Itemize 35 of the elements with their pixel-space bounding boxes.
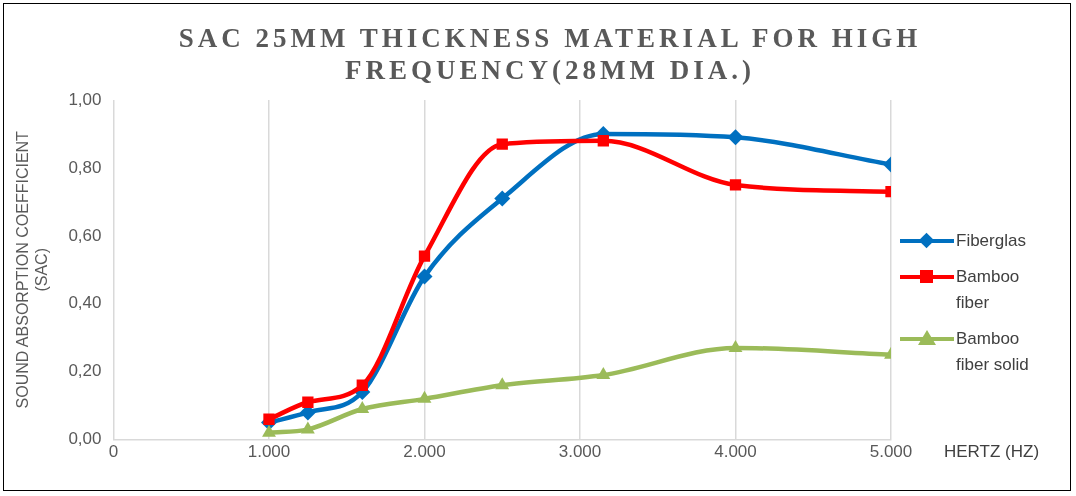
point [355,401,370,414]
chart-title: SAC 25MM THICKNESS MATERIAL FOR HIGH FREQUENCY(28MM DIA.) [177,22,923,86]
point [418,250,431,262]
y-tick-label: 0,60 [68,225,102,245]
x-tick-label: 0 [108,442,119,462]
point [302,396,314,408]
x-tick-label: 4.000 [714,442,757,462]
point [728,339,743,352]
point [300,421,315,434]
point [729,179,742,191]
point [417,390,432,403]
y-tick-label: 0,20 [68,361,102,381]
y-tick-label: 0,00 [68,429,102,449]
legend-label: Bamboo fiber solid [956,328,1030,376]
x-tick-label: 3.000 [558,442,602,462]
y-axis-title: SOUND ABSORPTION COEFFICIENT (SAC) [14,130,51,409]
x-tick-label: 1.000 [247,442,291,462]
point [494,190,511,207]
point [496,138,508,150]
x-axis-title: HERTZ (HZ) [944,442,1040,462]
x-tick-label: 2.000 [403,442,446,462]
point [727,129,744,146]
point [262,424,276,437]
point [495,377,510,390]
legend-label: Fiberglas [956,230,1026,252]
point [597,135,609,147]
point [416,268,433,285]
y-tick-label: 0,80 [68,157,102,177]
point [263,413,275,425]
y-tick-label: 1,00 [68,89,102,109]
point [596,367,611,380]
point [356,379,368,391]
x-tick-label: 5.000 [869,442,913,462]
legend-label: Bamboo fiber [956,266,1021,314]
y-tick-label: 0,40 [68,293,102,313]
